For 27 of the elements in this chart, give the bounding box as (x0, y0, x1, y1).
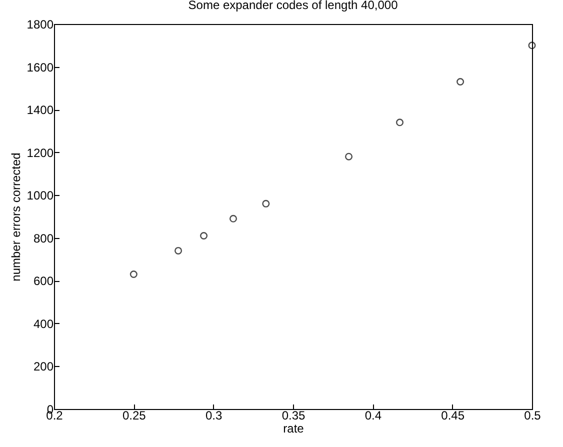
x-tick-label: 0.35 (282, 408, 306, 422)
x-tick-label: 0.25 (122, 408, 146, 422)
point (456, 78, 464, 86)
y-tick-label: 400 (33, 316, 54, 331)
y-tick-label: 600 (33, 274, 54, 288)
y-tick-label: 1600 (26, 60, 54, 74)
x-tick-label: 0.5 (524, 408, 542, 422)
y-axis-title: number errors corrected (8, 152, 23, 282)
x-tick-label: 0.45 (441, 408, 465, 422)
point (345, 152, 353, 160)
point (528, 42, 536, 50)
x-tick-label: 0.3 (205, 408, 222, 422)
point (262, 200, 270, 208)
y-tick-label: 800 (33, 231, 54, 246)
y-tick-label: 1200 (26, 146, 54, 160)
point (130, 270, 138, 278)
y-tick-label: 200 (33, 360, 54, 374)
y-tick-label: 1000 (26, 188, 54, 203)
x-tick-label: 0.4 (364, 408, 382, 422)
chart-title: Some expander codes of length 40,000 (188, 0, 398, 12)
y-tick-label: 1400 (26, 103, 54, 118)
point (200, 232, 208, 240)
point (229, 214, 238, 222)
point (396, 118, 404, 126)
x-axis-title: rate (283, 422, 304, 436)
point (174, 246, 182, 254)
y-tick-label: 1800 (26, 18, 54, 32)
